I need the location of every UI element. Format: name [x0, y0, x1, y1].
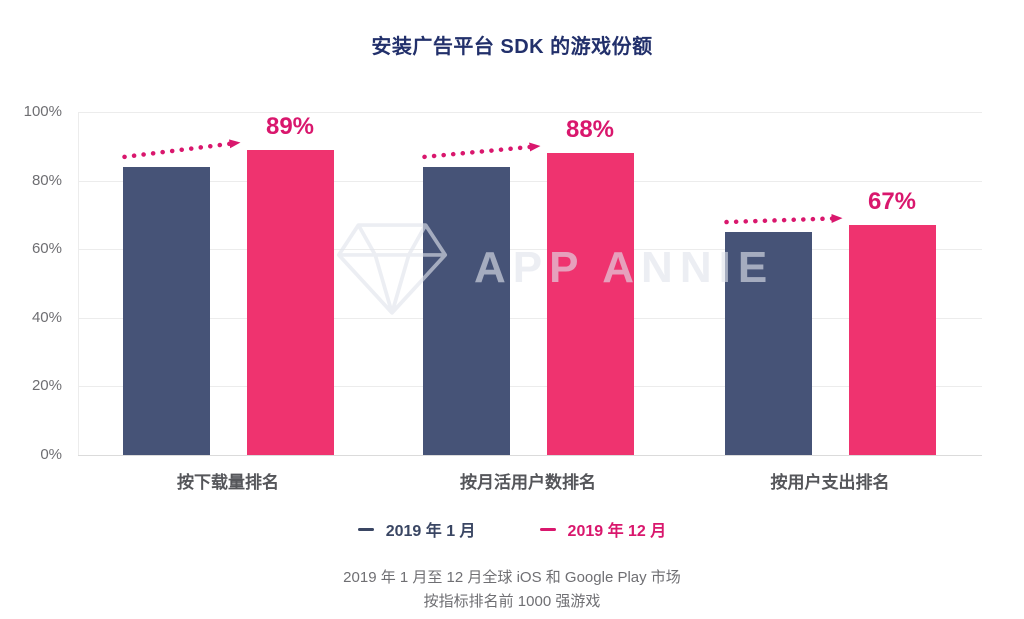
legend-item-dec: 2019 年 12 月	[539, 517, 667, 541]
legend-label-dec: 2019 年 12 月	[567, 523, 667, 540]
gridline	[78, 386, 982, 388]
dotted-arrow-3	[724, 213, 843, 225]
y-tick-label: 80%	[31, 171, 62, 189]
y-tick-label: 40%	[31, 308, 62, 326]
bar-jan-3	[724, 232, 812, 455]
footnote: 2019 年 1 月至 12 月全球 iOS 和 Google Play 市场 …	[0, 566, 1024, 614]
bar-chart: 安装广告平台 SDK 的游戏份额 0% 20% 40% 60% 80% 100% 89% 8…	[23, 36, 982, 492]
bar-jan-2	[422, 166, 510, 455]
bar-dec-1	[246, 149, 334, 455]
bar-jan-1	[122, 166, 210, 455]
dotted-arrow-2	[422, 142, 541, 160]
footnote-line1: 2019 年 1 月至 12 月全球 iOS 和 Google Play 市场	[343, 569, 681, 586]
legend-label-jan: 2019 年 1 月	[385, 523, 476, 540]
x-category-label-1: 按下载量排名	[177, 473, 279, 492]
value-label-dec-2: 88%	[565, 116, 615, 144]
y-tick-label: 20%	[31, 377, 62, 395]
legend-dash-dec-icon	[539, 527, 556, 531]
value-label-dec-3: 67%	[867, 188, 917, 216]
bar-dec-3	[848, 225, 936, 455]
bar-dec-2	[546, 153, 634, 455]
y-tick-label: 100%	[23, 103, 62, 120]
legend-dash-jan-icon	[357, 527, 374, 531]
legend-item-jan: 2019 年 1 月	[357, 517, 476, 541]
x-category-label-3: 按用户支出排名	[770, 473, 890, 492]
footnote-line2: 按指标排名前 1000 强游戏	[423, 593, 601, 610]
plot-left-border	[78, 112, 79, 455]
x-category-label-2: 按月活用户数排名	[460, 473, 596, 492]
value-label-dec-1: 89%	[265, 112, 315, 140]
gridline	[78, 180, 982, 182]
x-axis-baseline	[78, 455, 982, 456]
gridline	[78, 112, 982, 113]
dotted-arrow-1	[122, 139, 241, 160]
gridline	[78, 249, 982, 251]
chart-title: 安装广告平台 SDK 的游戏份额	[371, 36, 653, 58]
y-tick-label: 0%	[40, 446, 62, 463]
legend: 2019 年 1 月 2019 年 12 月	[0, 517, 1024, 541]
gridline	[78, 317, 982, 319]
y-tick-label: 60%	[31, 240, 62, 258]
